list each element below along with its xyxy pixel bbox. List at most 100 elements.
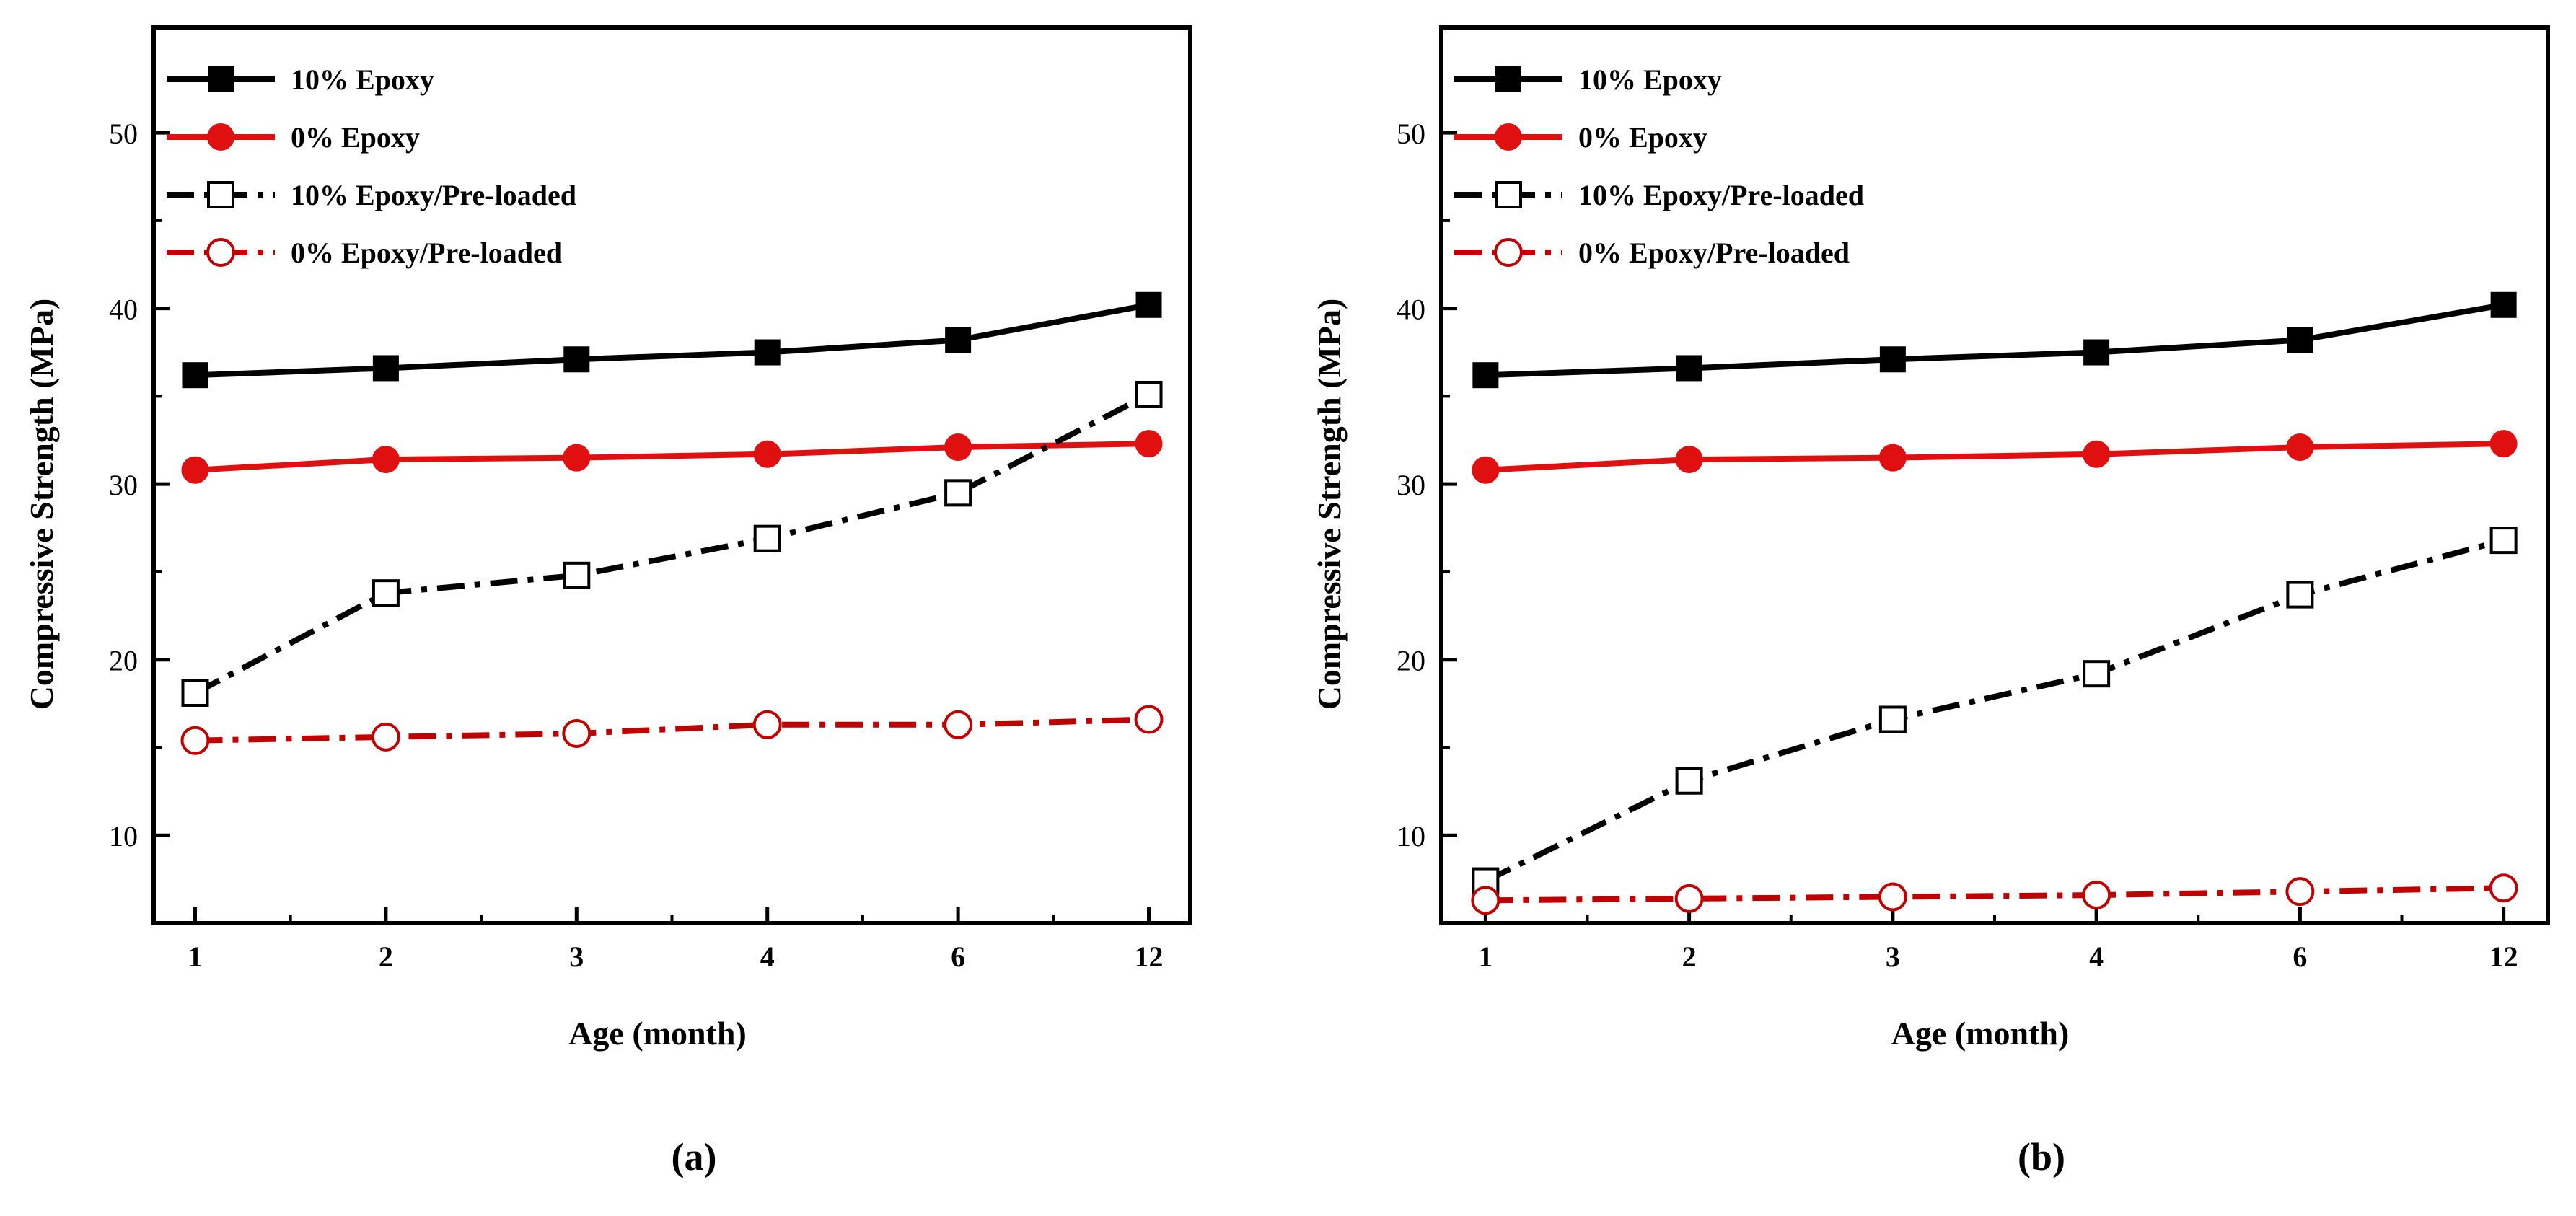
- data-point-s3: [944, 479, 972, 507]
- data-point-s1: [754, 339, 781, 366]
- x-tick-label: 6: [951, 940, 965, 973]
- data-point-s2: [2489, 430, 2518, 458]
- caption-a: (a): [672, 1135, 717, 1178]
- x-tick-label: 1: [1478, 940, 1493, 973]
- legend-label-s3: 10% Epoxy/Pre-loaded: [1578, 179, 1864, 211]
- data-point-s3: [2489, 527, 2518, 555]
- x-tick-label: 3: [1886, 940, 1900, 973]
- series-line-s1: [1485, 301, 2505, 379]
- data-point-s4: [752, 710, 782, 739]
- legend-label-s3: 10% Epoxy/Pre-loaded: [291, 179, 576, 211]
- legend-label-s2: 0% Epoxy: [291, 121, 420, 154]
- data-point-s4: [944, 710, 973, 739]
- data-point-s1: [1879, 346, 1906, 373]
- y-tick-label: 40: [1397, 294, 1425, 326]
- legend-marker-s3: [1495, 181, 1522, 208]
- y-tick-label: 50: [1397, 118, 1425, 150]
- data-point-s2: [1878, 444, 1907, 472]
- data-point-s1: [182, 362, 208, 389]
- y-tick-label: 20: [1397, 645, 1425, 677]
- data-point-s2: [563, 444, 591, 472]
- x-tick-label: 3: [569, 940, 584, 973]
- data-point-s4: [180, 726, 210, 755]
- y-axis-label: Compressive Strength (MPa): [1311, 299, 1348, 710]
- data-point-s4: [1134, 705, 1164, 734]
- legend-marker-s1: [208, 66, 234, 92]
- legend-label-s4: 0% Epoxy/Pre-loaded: [1578, 237, 1850, 269]
- x-tick-label: 4: [2089, 940, 2104, 973]
- data-point-s1: [563, 346, 590, 373]
- x-tick-label: 1: [188, 940, 202, 973]
- series-line-s2: [1485, 441, 2504, 473]
- caption-b: (b): [2018, 1135, 2065, 1178]
- y-tick-label: 30: [1397, 469, 1425, 501]
- data-point-s4: [2082, 881, 2111, 910]
- y-tick-label: 20: [109, 645, 138, 677]
- x-tick-label: 12: [1135, 940, 1164, 973]
- data-point-s4: [1674, 884, 1704, 913]
- series-line-s3: [193, 392, 1151, 696]
- plot-frame: [1439, 25, 2550, 925]
- legend-marker-s2: [207, 123, 234, 151]
- x-tick-label: 4: [760, 940, 775, 973]
- x-axis-label: Age (month): [1891, 1015, 2070, 1052]
- legend-marker-s4: [206, 238, 235, 267]
- data-point-s1: [1676, 355, 1702, 382]
- x-tick-label: 2: [379, 940, 393, 973]
- data-point-s4: [1878, 882, 1907, 912]
- legend-marker-s2: [1495, 123, 1522, 151]
- legend-label-s4: 0% Epoxy/Pre-loaded: [291, 237, 562, 269]
- series-line-s4: [195, 716, 1149, 744]
- x-tick-label: 2: [1682, 940, 1697, 973]
- series-line-s2: [195, 441, 1149, 473]
- y-axis-label: Compressive Strength (MPa): [23, 299, 60, 710]
- legend-marker-s4: [1494, 238, 1523, 267]
- data-point-s2: [944, 433, 972, 462]
- data-point-s3: [1135, 380, 1163, 408]
- legend-marker-s3: [207, 181, 234, 208]
- data-point-s3: [1878, 705, 1907, 733]
- plot-frame: [151, 25, 1192, 925]
- data-point-s4: [371, 722, 400, 752]
- data-point-s2: [753, 440, 781, 468]
- data-point-s2: [2083, 440, 2111, 468]
- data-point-s3: [563, 561, 591, 589]
- data-point-s4: [2285, 877, 2315, 907]
- legend-label-s2: 0% Epoxy: [1578, 121, 1707, 154]
- series-line-s1: [195, 301, 1150, 379]
- data-point-s2: [1675, 446, 1703, 474]
- data-point-s4: [2489, 873, 2518, 903]
- legend-marker-s1: [1495, 66, 1521, 92]
- data-point-s4: [562, 718, 592, 748]
- y-tick-label: 10: [1397, 820, 1425, 852]
- x-axis-label: Age (month): [568, 1015, 747, 1052]
- data-point-s2: [1472, 456, 1500, 484]
- data-point-s1: [945, 327, 972, 353]
- y-tick-label: 10: [109, 820, 138, 852]
- y-tick-label: 30: [109, 469, 138, 501]
- series-line-s3: [1484, 537, 2505, 884]
- data-point-s1: [1135, 291, 1162, 318]
- data-point-s2: [2286, 433, 2314, 462]
- legend-label-s1: 10% Epoxy: [291, 63, 434, 96]
- data-point-s4: [1471, 886, 1500, 915]
- data-point-s3: [2286, 581, 2314, 609]
- x-tick-label: 6: [2293, 940, 2307, 973]
- data-point-s2: [181, 456, 209, 484]
- y-tick-label: 40: [109, 294, 138, 326]
- data-point-s3: [372, 579, 400, 607]
- data-point-s3: [753, 524, 781, 552]
- data-point-s1: [2083, 339, 2110, 366]
- data-point-s1: [2287, 327, 2313, 353]
- data-point-s3: [181, 679, 209, 707]
- data-point-s1: [372, 355, 399, 382]
- legend-label-s1: 10% Epoxy: [1578, 63, 1722, 96]
- data-point-s1: [2490, 291, 2517, 318]
- data-point-s2: [1135, 430, 1163, 458]
- data-point-s2: [372, 446, 400, 474]
- data-point-s3: [1675, 767, 1703, 795]
- data-point-s1: [1472, 362, 1499, 389]
